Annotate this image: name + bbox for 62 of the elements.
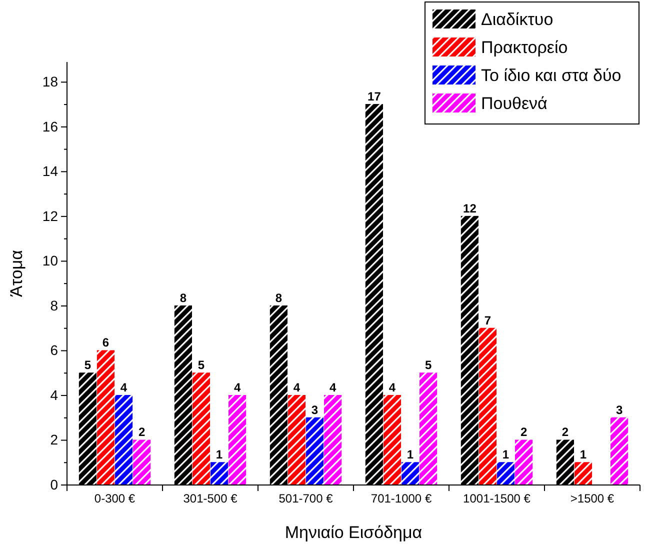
data-label: 5 — [424, 358, 432, 372]
bar — [210, 462, 228, 486]
bar — [478, 328, 497, 486]
bar — [420, 372, 438, 486]
legend-label: Πρακτορείο — [481, 38, 568, 57]
bar — [133, 440, 151, 486]
bar — [383, 394, 402, 486]
bar — [114, 394, 133, 486]
data-label: 2 — [562, 425, 569, 440]
y-tick-label: 10 — [42, 252, 58, 269]
bar — [496, 462, 515, 486]
bar — [306, 417, 324, 486]
y-tick-label: 8 — [50, 297, 58, 314]
data-label: 1 — [406, 448, 414, 462]
data-label: 4 — [234, 380, 241, 394]
y-tick-label: 2 — [50, 432, 58, 448]
data-label: 4 — [388, 380, 396, 394]
data-label: 3 — [616, 402, 623, 417]
data-label: 6 — [102, 336, 110, 350]
x-axis-title: Μηνιαίο Εισόδημα — [284, 523, 422, 542]
legend-label: Το ίδιο και στα δύο — [481, 66, 622, 85]
x-tick-label: 501-700 € — [278, 492, 334, 506]
data-label: 1 — [502, 448, 510, 462]
data-label: 8 — [275, 290, 282, 305]
y-tick-label: 16 — [42, 118, 58, 134]
y-tick-label: 6 — [50, 342, 58, 358]
legend-label: Διαδίκτυο — [481, 10, 554, 29]
legend-label: Πουθενά — [481, 94, 548, 113]
data-label: 8 — [180, 290, 187, 305]
bar — [610, 417, 628, 486]
data-label: 4 — [120, 380, 128, 394]
x-tick-label: 301-500 € — [183, 492, 238, 506]
x-tick-label: 701-1000 € — [370, 492, 432, 506]
bar — [324, 394, 342, 486]
data-label: 1 — [216, 448, 223, 462]
data-label: 7 — [484, 313, 492, 328]
data-label: 2 — [520, 425, 528, 440]
bar — [574, 462, 592, 486]
y-tick-label: 14 — [42, 163, 58, 180]
data-label: 5 — [198, 358, 205, 372]
data-label: 3 — [311, 402, 318, 417]
bar — [401, 462, 420, 486]
data-label: 4 — [293, 380, 300, 394]
x-tick-label: 1001-1500 € — [463, 492, 531, 506]
data-label: 5 — [84, 358, 92, 372]
bar — [192, 372, 210, 486]
bar — [288, 394, 306, 486]
y-tick-label: 0 — [50, 476, 58, 492]
data-label: 17 — [368, 90, 382, 104]
bar — [515, 440, 533, 486]
bar — [228, 394, 246, 486]
y-tick-label: 18 — [42, 74, 58, 90]
data-label: 2 — [138, 425, 146, 440]
x-tick-label: >1500 € — [570, 492, 614, 506]
y-tick-label: 12 — [42, 208, 58, 224]
data-label: 4 — [329, 380, 336, 394]
data-label: 12 — [463, 201, 477, 216]
bar — [96, 350, 115, 486]
data-label: 1 — [580, 448, 587, 462]
y-tick-label: 4 — [50, 386, 58, 403]
x-tick-label: 0-300 € — [94, 492, 136, 506]
y-axis-title: Άτομα — [7, 250, 26, 297]
